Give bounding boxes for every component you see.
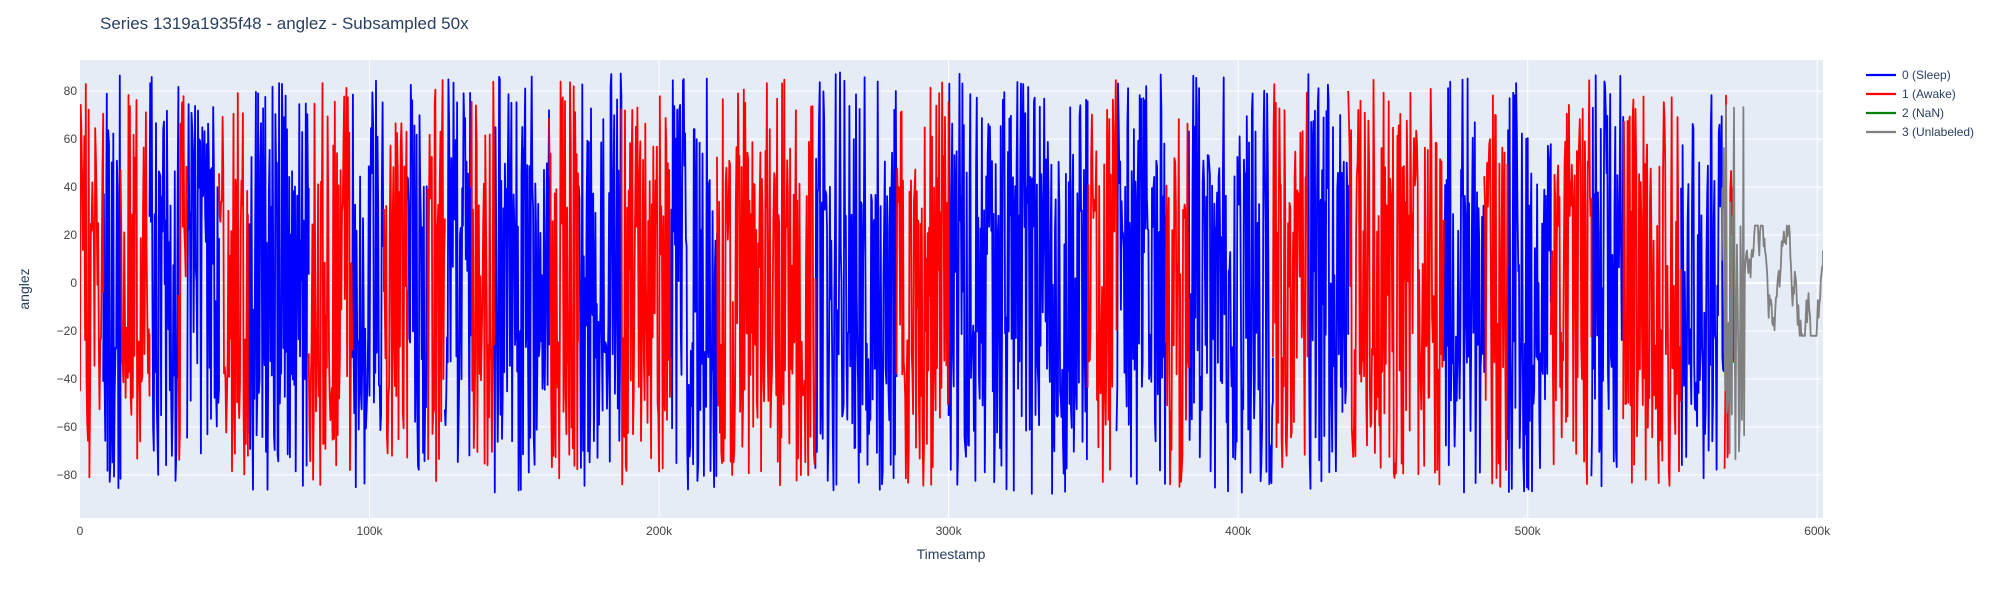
series-line-0 — [148, 76, 180, 482]
y-tick-label: 20 — [64, 228, 78, 242]
series-line-0 — [406, 83, 429, 471]
legend-item[interactable]: 0 (Sleep) — [1866, 68, 1951, 82]
series-line-1 — [177, 95, 188, 461]
plot-area — [80, 71, 1823, 495]
series-line-1 — [119, 94, 151, 460]
legend-label: 2 (NaN) — [1902, 106, 1944, 120]
series-line-1 — [1347, 78, 1445, 486]
series-line-1 — [1272, 83, 1309, 469]
legend-label: 1 (Awake) — [1902, 87, 1956, 101]
series-line-0 — [1506, 82, 1552, 493]
series-line-0 — [947, 72, 1089, 495]
series-line-1 — [1086, 79, 1118, 483]
series-line-1 — [620, 95, 672, 486]
series-line-1 — [1164, 118, 1190, 488]
series-line-1 — [218, 92, 249, 476]
series-line-0 — [102, 74, 122, 490]
y-tick-label: 80 — [64, 84, 78, 98]
x-tick-label: 200k — [646, 524, 673, 538]
series-line-1 — [470, 80, 495, 467]
legend-label: 3 (Unlabeled) — [1902, 125, 1974, 139]
series-line-1 — [383, 122, 409, 459]
y-tick-label: −20 — [57, 324, 78, 338]
x-tick-label: 0 — [77, 524, 84, 538]
series-line-3 — [1720, 104, 1823, 461]
y-tick-label: −80 — [57, 468, 78, 482]
series-line-0 — [493, 75, 550, 494]
series-line-1 — [1549, 79, 1593, 486]
legend-item[interactable]: 1 (Awake) — [1866, 87, 1956, 101]
legend[interactable]: 0 (Sleep) 1 (Awake) 2 (NaN) 3 (Unlabeled) — [1866, 68, 1974, 139]
x-tick-label: 400k — [1225, 524, 1252, 538]
series-line-0 — [814, 71, 898, 492]
y-tick-label: 40 — [64, 180, 78, 194]
x-tick-label: 300k — [936, 524, 963, 538]
series-line-0 — [443, 78, 472, 464]
series-line-0 — [1188, 74, 1274, 494]
y-tick-label: −40 — [57, 372, 78, 386]
series-line-0 — [669, 77, 718, 491]
series-line-1 — [716, 78, 817, 487]
series-line-0 — [1442, 77, 1486, 494]
tick-labels: 0 100k 200k 300k 400k 500k 600k 80 60 40 20 0 −20 −40… — [57, 84, 1832, 538]
series-line-1 — [1622, 95, 1682, 487]
legend-item[interactable]: 3 (Unlabeled) — [1866, 125, 1974, 139]
series-line-0 — [1115, 73, 1167, 485]
series-line-0 — [351, 79, 385, 489]
legend-item[interactable]: 2 (NaN) — [1866, 106, 1944, 120]
x-tick-label: 100k — [357, 524, 384, 538]
series-lines — [80, 71, 1823, 495]
x-axis-title: Timestamp — [917, 546, 986, 562]
y-axis-title: anglez — [16, 268, 32, 309]
series-line-0 — [247, 82, 310, 491]
x-tick-label: 600k — [1804, 524, 1831, 538]
series-line-0 — [186, 103, 220, 455]
series-line-1 — [895, 81, 950, 487]
y-tick-label: 60 — [64, 132, 78, 146]
series-line-1 — [1483, 94, 1509, 488]
x-tick-label: 500k — [1515, 524, 1542, 538]
series-line-0 — [577, 72, 623, 487]
series-line-0 — [1590, 74, 1625, 488]
series-line-1 — [307, 82, 354, 486]
y-tick-label: 0 — [70, 276, 77, 290]
series-line-0 — [1306, 73, 1350, 490]
y-tick-label: −60 — [57, 420, 78, 434]
series-line-1 — [426, 79, 446, 483]
series-line-1 — [80, 83, 105, 479]
chart-title: Series 1319a1935f48 - anglez - Subsample… — [100, 14, 469, 33]
series-line-0 — [1680, 94, 1726, 480]
legend-label: 0 (Sleep) — [1902, 68, 1951, 82]
series-line-1 — [548, 80, 579, 480]
